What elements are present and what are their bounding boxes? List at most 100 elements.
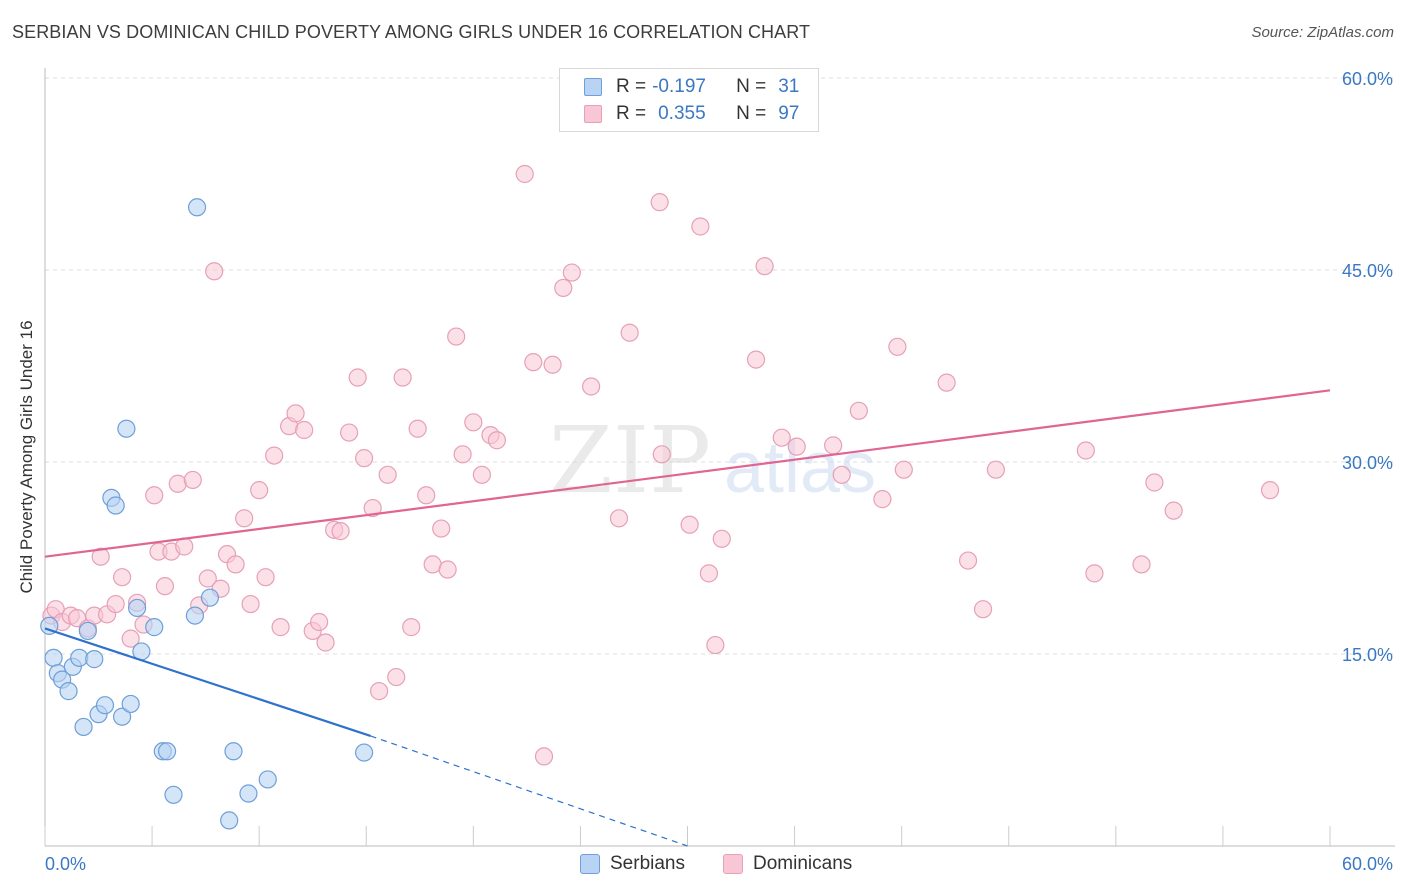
dominican-point bbox=[824, 436, 843, 455]
serbian-point bbox=[127, 598, 147, 618]
serbian-point bbox=[157, 742, 177, 761]
serbian-point bbox=[44, 648, 63, 667]
serbians-legend-swatch bbox=[580, 854, 600, 874]
dominicans-swatch bbox=[584, 105, 602, 123]
legend-n-value: 97 bbox=[778, 103, 800, 124]
legend-r-value: -0.197 bbox=[652, 76, 706, 97]
dominican-point bbox=[408, 419, 427, 438]
dominican-point bbox=[145, 486, 164, 505]
dominican-point bbox=[241, 594, 260, 614]
bottom-legend-dominicans: Dominicans bbox=[723, 852, 852, 876]
dominican-point bbox=[534, 747, 554, 766]
y-axis-label: Child Poverty Among Girls Under 16 bbox=[17, 320, 36, 594]
dominican-point bbox=[310, 612, 329, 632]
tick-labels: 15.0% 30.0% 45.0% 60.0% 0.0% 60.0% bbox=[45, 69, 1393, 874]
dominican-point bbox=[205, 262, 224, 281]
serbian-point bbox=[200, 588, 220, 607]
dominican-point bbox=[524, 353, 543, 372]
dominican-point bbox=[363, 498, 382, 518]
y-tick-label: 45.0% bbox=[1342, 261, 1393, 281]
dominican-point bbox=[340, 423, 359, 442]
dominican-point bbox=[973, 600, 993, 619]
serbian-point bbox=[164, 785, 183, 804]
dominican-point bbox=[472, 465, 491, 484]
x-tick-label: 60.0% bbox=[1342, 854, 1393, 874]
dominican-point bbox=[464, 413, 483, 432]
serbian-point bbox=[239, 784, 258, 803]
dominican-point bbox=[155, 577, 175, 596]
dominican-point bbox=[1260, 481, 1280, 500]
dominican-point bbox=[787, 437, 806, 456]
dominican-point bbox=[453, 445, 472, 464]
dominican-point bbox=[438, 560, 457, 579]
dominican-point bbox=[370, 682, 389, 701]
dominican-point bbox=[91, 547, 110, 566]
dominican-point bbox=[447, 327, 466, 346]
dominican-point bbox=[121, 629, 140, 648]
dominican-point bbox=[650, 193, 669, 212]
dominican-point bbox=[316, 633, 335, 652]
grid-layer bbox=[45, 77, 1395, 655]
legend-n-value: 31 bbox=[778, 76, 800, 97]
legend-n-label: N = bbox=[736, 103, 767, 124]
bottom-legend-serbians: Serbians bbox=[580, 852, 685, 876]
dominican-point bbox=[250, 481, 269, 500]
dominican-point bbox=[235, 509, 254, 528]
dominicans-legend-label: Dominicans bbox=[753, 853, 853, 874]
axis-layer bbox=[44, 68, 1395, 847]
serbian-point bbox=[355, 743, 374, 762]
dominican-point bbox=[832, 465, 851, 484]
chart-title: SERBIAN VS DOMINICAN CHILD POVERTY AMONG… bbox=[12, 22, 811, 42]
serbian-point bbox=[70, 648, 89, 667]
serbian-point bbox=[78, 621, 97, 641]
serbian-point bbox=[59, 682, 78, 701]
dominican-point bbox=[937, 373, 956, 392]
dominican-point bbox=[1076, 441, 1095, 460]
dominican-point bbox=[699, 564, 719, 583]
dominican-point bbox=[691, 217, 710, 236]
dominican-point bbox=[355, 449, 374, 468]
dominican-point bbox=[562, 263, 581, 282]
serbian-point bbox=[187, 198, 207, 217]
dominican-point bbox=[402, 618, 421, 637]
dominican-point bbox=[582, 377, 601, 396]
dominican-point bbox=[265, 446, 284, 465]
legend-n-label: N = bbox=[736, 76, 767, 97]
source-label: Source: ZipAtlas.com bbox=[1251, 24, 1394, 41]
dominican-point bbox=[706, 635, 725, 655]
serbians-points bbox=[40, 198, 374, 830]
dominican-point bbox=[755, 257, 774, 276]
serbian-point bbox=[258, 770, 277, 789]
dominican-point bbox=[620, 323, 639, 342]
serbians-trend-extension bbox=[370, 735, 688, 847]
dominican-point bbox=[348, 368, 367, 387]
serbian-point bbox=[117, 419, 136, 438]
serbian-point bbox=[95, 696, 115, 715]
dominican-point bbox=[378, 465, 397, 484]
serbians-trend-line bbox=[44, 627, 371, 737]
legend-r-label: R = bbox=[616, 76, 647, 97]
dominican-point bbox=[1164, 501, 1183, 520]
dominican-point bbox=[554, 278, 573, 298]
dominican-point bbox=[1145, 473, 1164, 492]
dominican-point bbox=[680, 515, 699, 534]
trend-lines bbox=[44, 389, 1331, 847]
y-tick-label: 30.0% bbox=[1342, 453, 1393, 473]
serbians-swatch bbox=[584, 78, 602, 96]
dominican-point bbox=[746, 350, 766, 369]
legend-row-serbians: R = -0.197 N = 31 bbox=[584, 75, 799, 99]
dominican-point bbox=[387, 667, 406, 687]
dominican-point bbox=[873, 490, 892, 509]
dominican-point bbox=[849, 401, 868, 420]
dominican-point bbox=[894, 460, 913, 479]
dominican-point bbox=[487, 431, 506, 450]
dominican-point bbox=[331, 522, 350, 541]
dominican-point bbox=[183, 470, 202, 490]
dominican-point bbox=[1132, 555, 1151, 574]
dominican-point bbox=[958, 551, 978, 570]
dominican-point bbox=[1085, 564, 1104, 583]
legend-row-dominicans: R = 0.355 N = 97 bbox=[584, 102, 799, 126]
dominican-point bbox=[888, 337, 907, 356]
dominican-point bbox=[198, 569, 217, 588]
